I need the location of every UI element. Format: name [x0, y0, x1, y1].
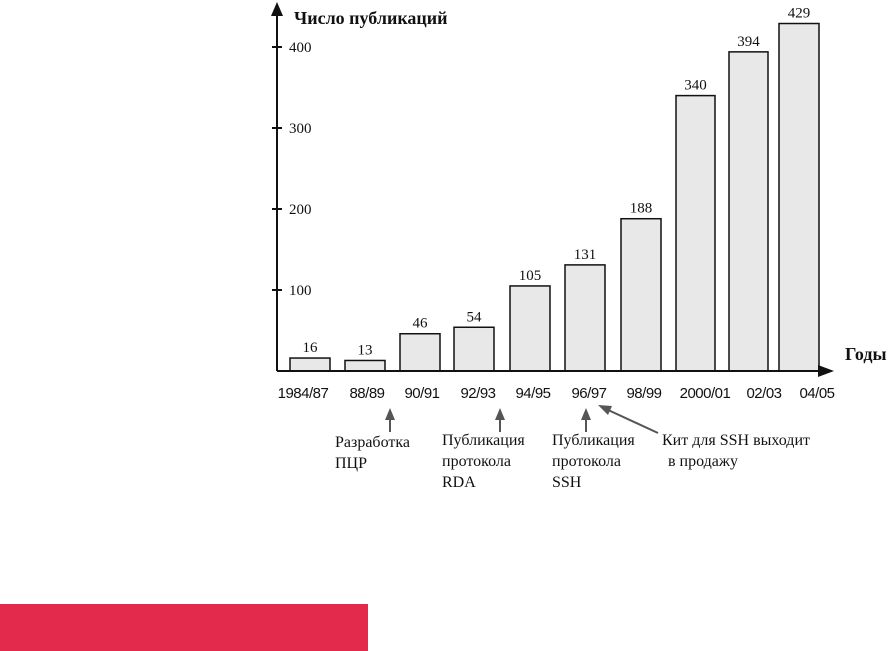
- value-label-94/95: 105: [519, 268, 542, 284]
- bars: [289, 22, 820, 372]
- y-axis-title: Число публикаций: [294, 8, 448, 28]
- value-label-90/91: 46: [413, 316, 429, 332]
- x-tick-label-2000/01: 2000/01: [680, 385, 731, 402]
- value-label-2000/01: 340: [684, 78, 707, 94]
- x-tick-label-92/93: 92/93: [460, 385, 495, 402]
- value-label-04/05: 429: [788, 6, 811, 22]
- y-ticks: 100 200 300 400: [272, 40, 312, 299]
- bar-98/99: [620, 217, 662, 372]
- x-tick-label-90/91: 90/91: [404, 385, 439, 402]
- x-tick-labels: 1984/87 88/89 90/91 92/93 94/95 96/97 98/99 200…: [278, 385, 836, 402]
- x-axis-title: Годы: [845, 344, 887, 364]
- value-label-96/97: 131: [574, 247, 597, 263]
- value-label-92/93: 54: [467, 309, 483, 325]
- bar-02/03: [728, 51, 769, 372]
- x-tick-label-1984/87: 1984/87: [278, 385, 329, 402]
- x-tick-label-98/99: 98/99: [626, 385, 661, 402]
- bar-94/95: [509, 285, 551, 372]
- arrow-head-icon: [581, 408, 591, 420]
- annotations: Разработка ПЦР Публикация протокола RDA …: [335, 432, 814, 491]
- annotation-arrow-4: [605, 408, 659, 434]
- value-label-88/89: 13: [358, 342, 373, 358]
- x-tick-label-04/05: 04/05: [799, 385, 834, 402]
- bar-1984/87: [289, 357, 331, 372]
- arrow-head-icon: [598, 405, 612, 415]
- arrow-head-icon: [495, 408, 505, 420]
- bar-2000/01: [675, 94, 716, 372]
- y-axis-arrow-icon: [271, 2, 283, 16]
- value-label-02/03: 394: [737, 34, 760, 50]
- x-tick-label-02/03: 02/03: [746, 385, 781, 402]
- y-tick-label-200: 200: [289, 202, 312, 218]
- annotation-arrows: [385, 405, 659, 434]
- y-tick-label-100: 100: [289, 283, 312, 299]
- bar-92/93: [453, 326, 495, 372]
- x-axis-arrow-icon: [818, 365, 834, 377]
- annotation-pcr: Разработка ПЦР: [335, 434, 414, 472]
- annotation-rda: Публикация протокола RDA: [442, 432, 529, 491]
- x-tick-label-88/89: 88/89: [349, 385, 384, 402]
- bar-96/97: [564, 264, 606, 372]
- y-tick-label-300: 300: [289, 121, 312, 137]
- footer-band: [0, 604, 368, 651]
- annotation-ssh-kit: Кит для SSH выходит в продажу: [662, 432, 814, 470]
- bar-04/05: [778, 22, 820, 372]
- value-label-98/99: 188: [630, 201, 653, 217]
- bar-90/91: [399, 332, 441, 372]
- y-tick-label-400: 400: [289, 40, 312, 56]
- annotation-ssh: Публикация протокола SSH: [552, 432, 639, 491]
- bar-88/89: [344, 359, 386, 372]
- value-labels: 16 13 46 54 105 131 188 340 394 429: [303, 6, 811, 359]
- value-label-1984/87: 16: [303, 340, 319, 356]
- x-tick-label-94/95: 94/95: [515, 385, 550, 402]
- x-tick-label-96/97: 96/97: [571, 385, 606, 402]
- arrow-head-icon: [385, 408, 395, 420]
